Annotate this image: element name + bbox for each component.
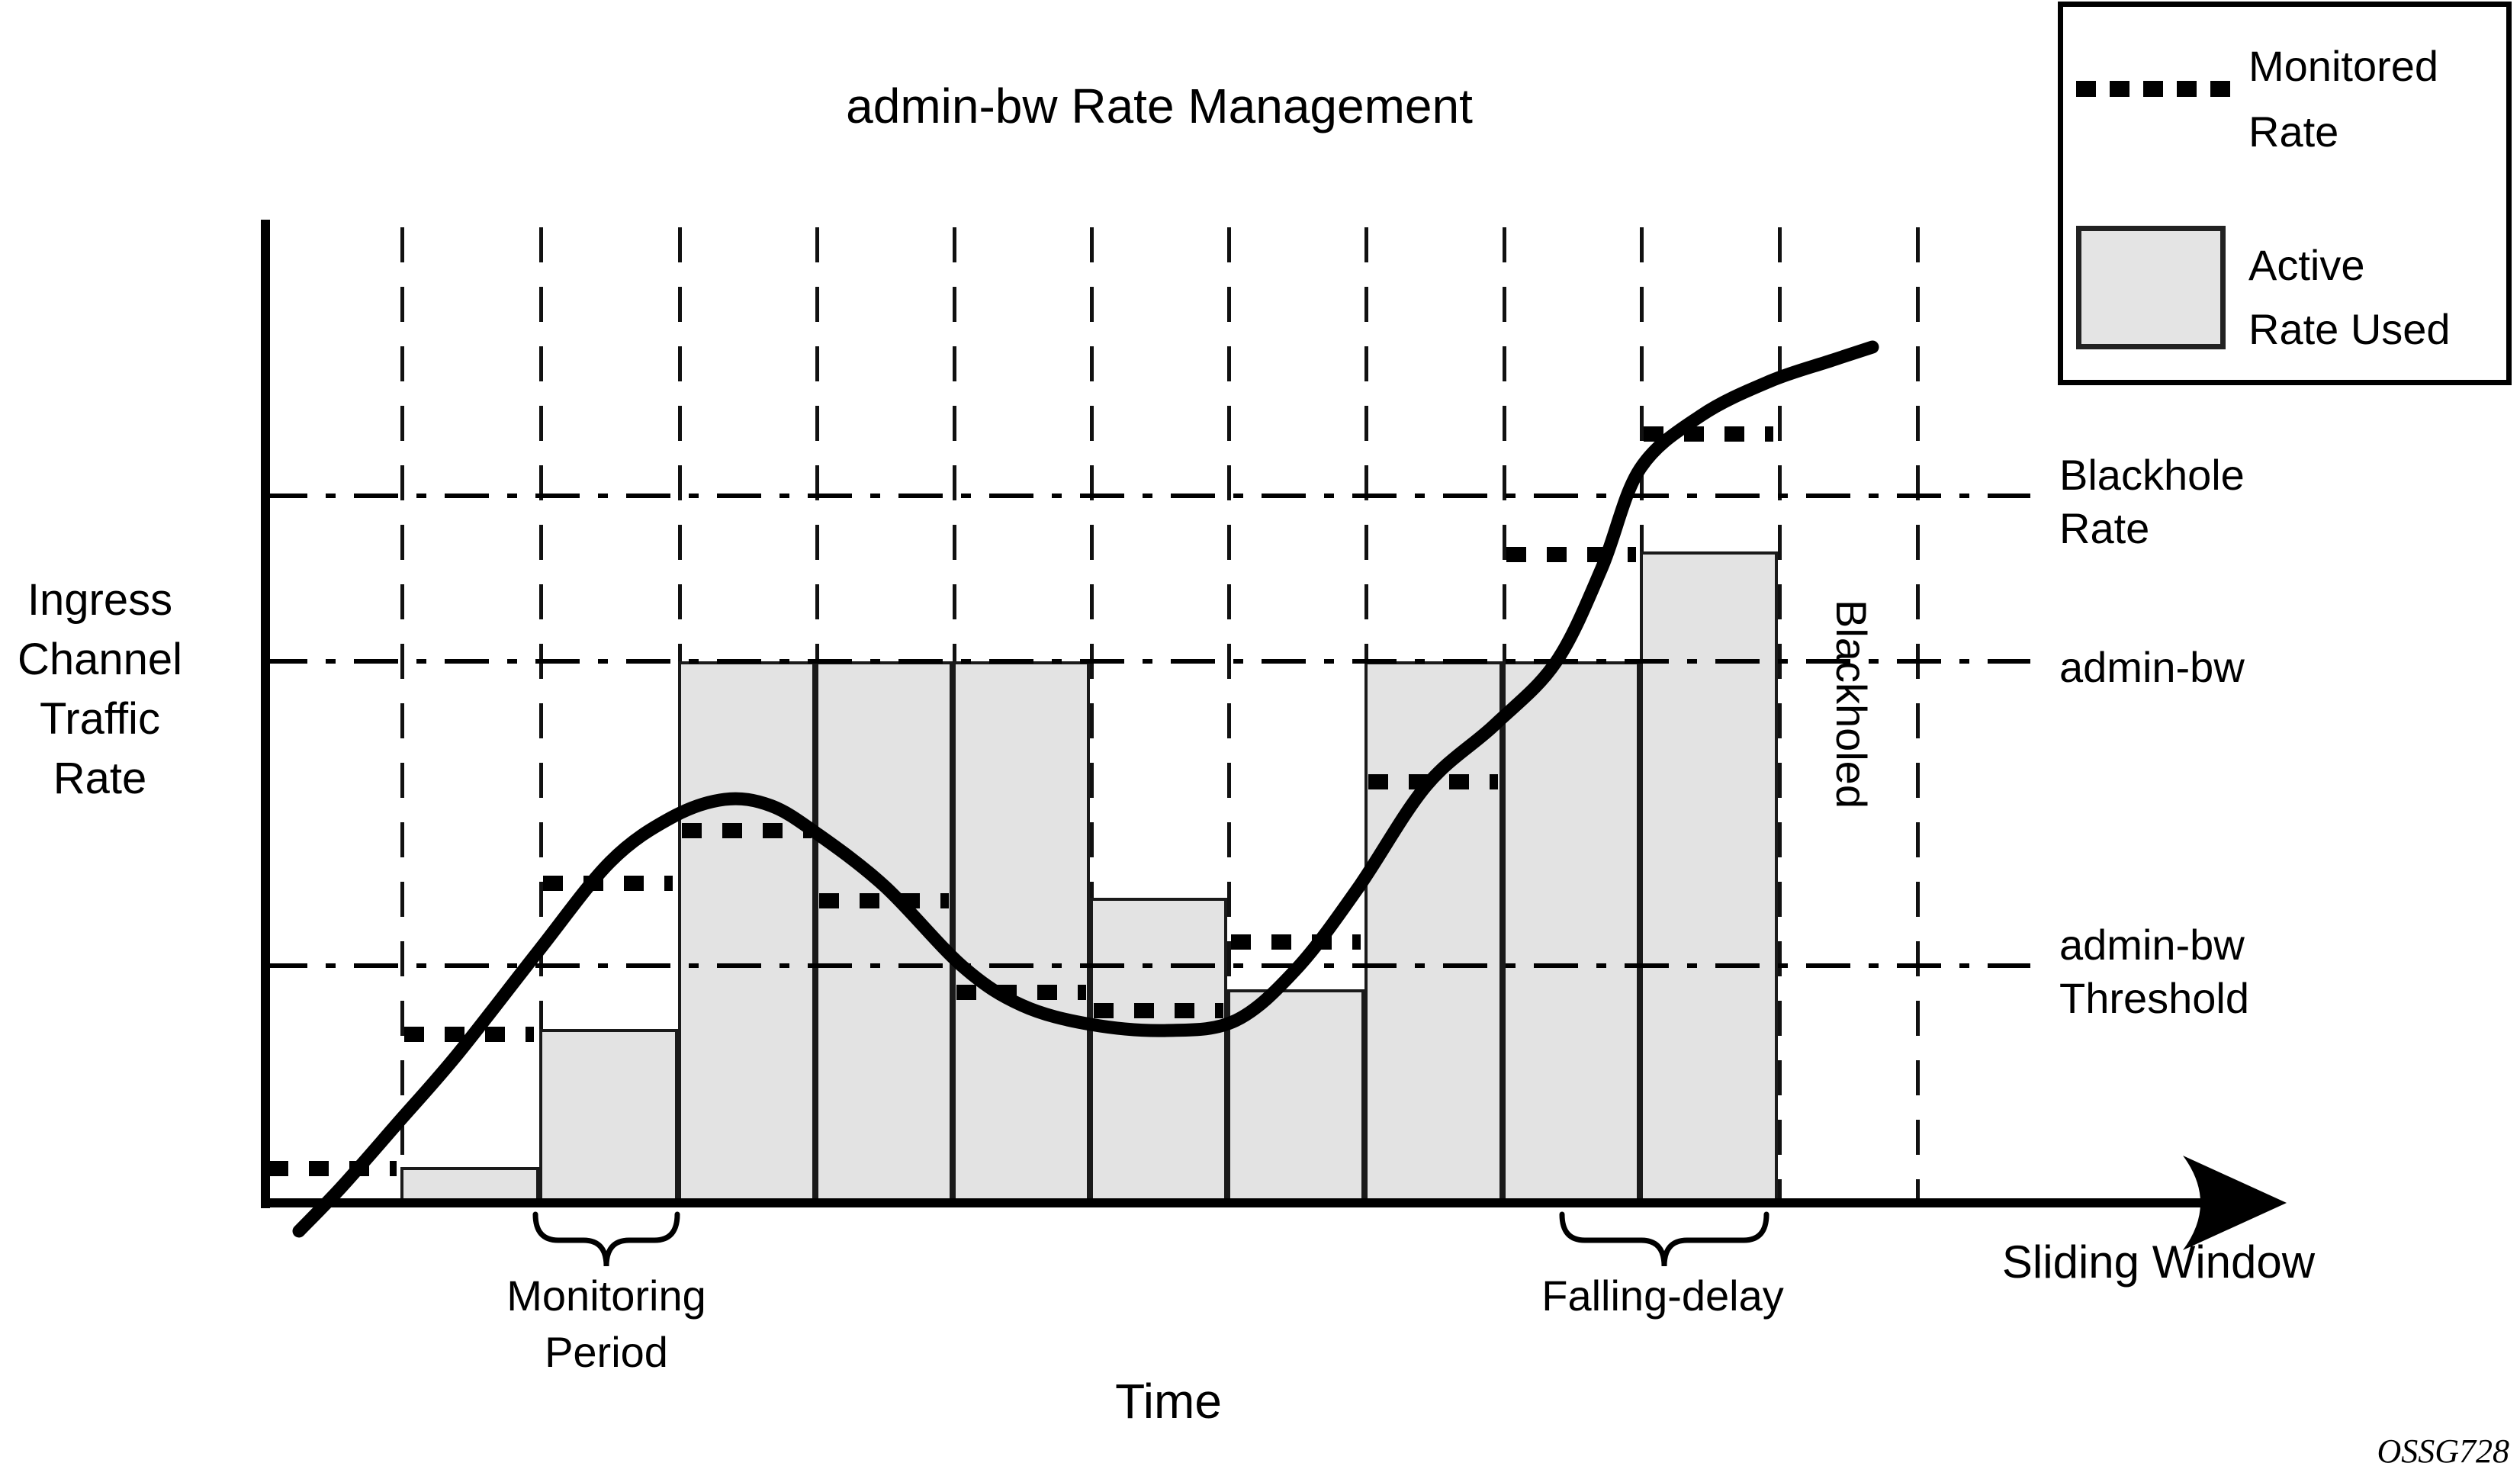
- admin-bw-threshold-label-line1: admin-bw: [2059, 921, 2245, 969]
- y-axis-label-line3: Traffic: [40, 694, 160, 744]
- active-rate-bar: [678, 661, 815, 1203]
- monitored-rate-step: [543, 876, 673, 891]
- figure-id-watermark: OSSG728: [2377, 1432, 2509, 1470]
- admin-bw-label: admin-bw: [2059, 643, 2245, 691]
- active-rate-bar: [1090, 898, 1227, 1203]
- blackhole-rate-label: Blackhole Rate: [2059, 449, 2245, 555]
- admin-bw-threshold-label-line2: Threshold: [2059, 974, 2250, 1022]
- y-axis-label-line4: Rate: [53, 754, 147, 803]
- legend-active-rate-label: Active Rate Used: [2248, 233, 2451, 362]
- active-rate-bar: [539, 1029, 678, 1203]
- monitored-rate-step: [819, 893, 949, 908]
- y-axis-label-line1: Ingress: [27, 575, 173, 625]
- monitoring-period-label-line1: Monitoring: [506, 1272, 706, 1320]
- legend-active-line1: Active: [2248, 241, 2365, 289]
- admin-bw-threshold-label: admin-bw Threshold: [2059, 918, 2249, 1025]
- blackhole-rate-label-line2: Rate: [2059, 504, 2150, 552]
- x-axis-label: Time: [1115, 1374, 1222, 1429]
- blackhole-rate-label-line1: Blackhole: [2059, 451, 2245, 499]
- y-axis-line: [261, 220, 270, 1208]
- admin-bw-line: [263, 659, 2030, 664]
- period-gridline: [539, 227, 543, 1203]
- period-gridline: [400, 227, 404, 1203]
- period-gridline: [1778, 227, 1782, 1203]
- legend-monitored-line2: Rate: [2248, 108, 2339, 156]
- monitoring-period-label: Monitoring Period: [492, 1268, 721, 1381]
- legend-active-line2: Rate Used: [2248, 305, 2451, 353]
- monitored-rate-step: [682, 823, 812, 838]
- blackhole-rate-line: [263, 494, 2030, 498]
- chart-title: admin-bw Rate Management: [846, 79, 1473, 133]
- x-axis-line: [261, 1198, 2213, 1207]
- active-rate-bar: [1227, 989, 1364, 1203]
- falling-delay-label: Falling-delay: [1541, 1272, 1784, 1320]
- period-gridline: [1090, 227, 1094, 1203]
- active-rate-legend-swatch-icon: [2076, 226, 2226, 349]
- y-axis-label-line2: Channel: [17, 635, 183, 684]
- monitored-rate-legend-swatch-icon: [2076, 81, 2232, 97]
- ingress-traffic-curve: [292, 340, 1879, 1238]
- period-gridline: [1227, 227, 1231, 1203]
- legend-monitored-rate-label: Monitored Rate: [2248, 34, 2438, 165]
- blackholed-label: Blackholed: [1827, 600, 1876, 809]
- active-rate-bar: [1364, 661, 1503, 1203]
- period-gridline: [1916, 227, 1920, 1203]
- admin-bw-threshold-line: [263, 963, 2030, 968]
- monitored-rate-step: [1094, 1003, 1223, 1018]
- legend-monitored-line1: Monitored: [2248, 42, 2439, 90]
- x-axis-arrowhead-icon: [2183, 1156, 2287, 1250]
- monitoring-period-label-line2: Period: [545, 1328, 668, 1376]
- active-rate-bar: [1503, 661, 1640, 1203]
- monitoring-period-brace: [532, 1211, 680, 1267]
- sliding-window-label: Sliding Window: [2001, 1236, 2316, 1288]
- y-axis-label: Ingress Channel Traffic Rate: [0, 571, 200, 809]
- falling-delay-brace: [1559, 1211, 1769, 1267]
